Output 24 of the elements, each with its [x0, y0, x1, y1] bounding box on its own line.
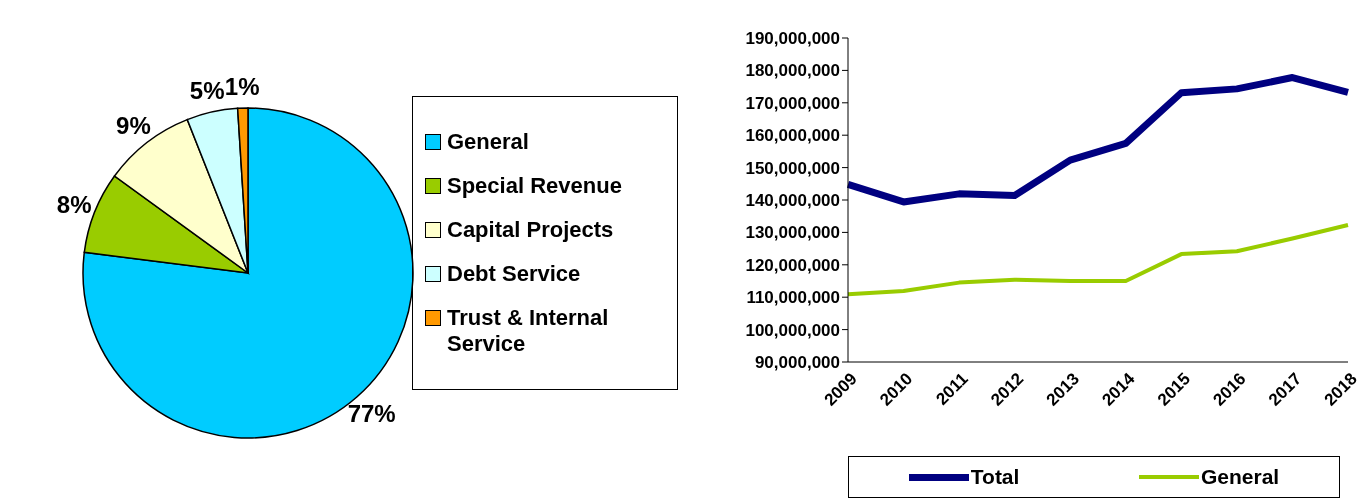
- data-label: 8%: [56, 190, 92, 218]
- y-tick-label: 120,000,000: [745, 255, 840, 275]
- data-label: 77%: [347, 399, 396, 427]
- y-tick-label: 100,000,000: [745, 320, 840, 340]
- y-tick-label: 110,000,000: [746, 288, 840, 308]
- y-tick-label: 140,000,000: [745, 191, 840, 211]
- legend-label: Debt Service: [447, 261, 581, 287]
- y-tick-label: 170,000,000: [745, 93, 840, 113]
- legend-label: Capital Projects: [447, 217, 614, 243]
- line-series: [846, 222, 1350, 297]
- y-tick-label: 190,000,000: [745, 29, 840, 49]
- legend-label: General: [447, 129, 529, 155]
- legend-label: Total: [970, 465, 1020, 489]
- data-label: 1%: [224, 72, 260, 100]
- legend-label: Special Revenue: [447, 173, 622, 199]
- data-label: 9%: [116, 111, 151, 139]
- y-tick-label: 90,000,000: [754, 353, 840, 373]
- y-tick-label: 150,000,000: [745, 158, 840, 178]
- legend-label: Trust & Internal Service: [447, 305, 610, 357]
- y-tick-label: 160,000,000: [745, 126, 840, 146]
- y-tick-label: 180,000,000: [745, 61, 840, 81]
- y-tick-label: 130,000,000: [745, 223, 840, 243]
- data-label: 5%: [189, 77, 225, 104]
- legend-label: General: [1200, 465, 1280, 489]
